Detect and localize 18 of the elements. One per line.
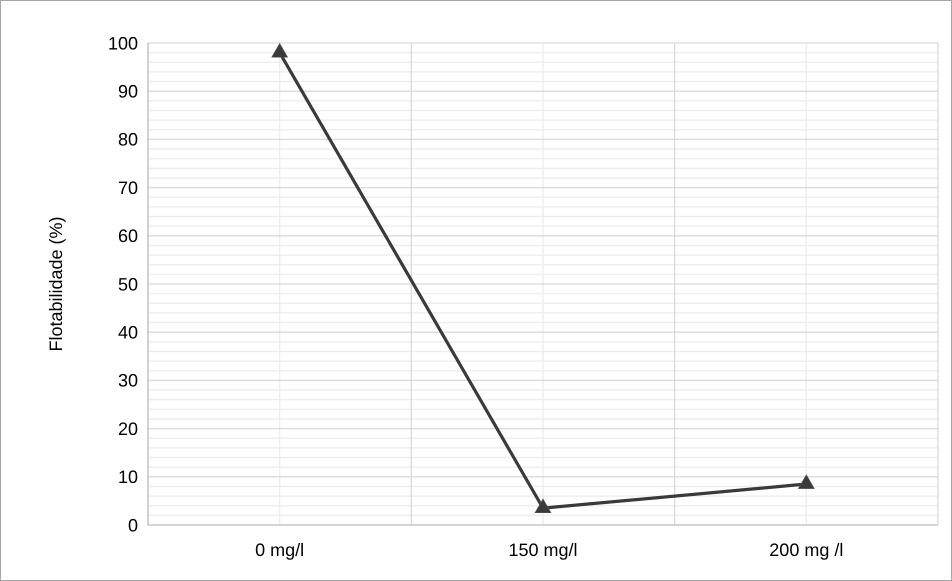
y-tick-label: 100 [108,33,138,54]
x-tick-label: 200 mg /l [769,540,844,560]
x-tick-label: 0 mg/l [255,540,304,560]
point [271,43,288,58]
y-tick-label: 10 [118,467,138,488]
y-tick-label: 30 [118,370,138,391]
y-tick-label: 60 [118,226,138,246]
y-tick-label: 20 [118,418,138,439]
y-tick-label: 70 [118,178,138,198]
y-tick-label: 80 [118,130,138,150]
y-tick-label: 90 [118,82,138,102]
point [534,498,552,514]
y-tick-label: 50 [118,274,138,294]
y-tick-label: 0 [128,515,138,536]
point [798,474,815,489]
x-tick-label: 150 mg/l [508,540,578,560]
y-tick-label: 40 [118,322,138,342]
y-axis-title: Flotabilidade (%) [46,216,66,352]
